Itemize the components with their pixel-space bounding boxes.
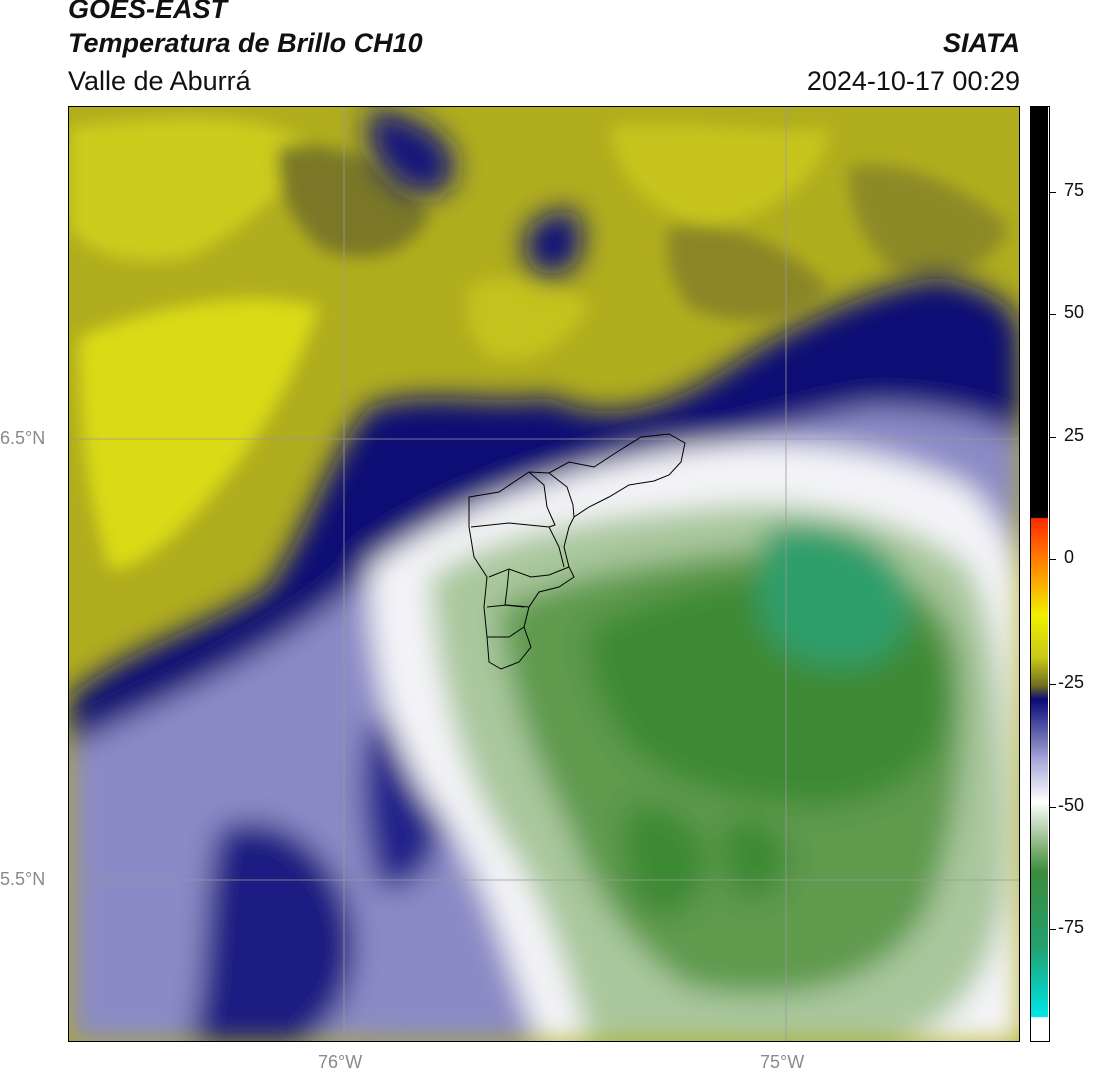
lat-label-6-5n: 6.5°N xyxy=(0,428,46,448)
brightness-temperature-map xyxy=(69,107,1019,1041)
temperature-colorbar xyxy=(1030,106,1050,1042)
cbar-label-neg25: -25 xyxy=(1058,672,1085,692)
lon-label-76w: 76°W xyxy=(318,1052,363,1072)
map-panel xyxy=(68,106,1020,1042)
cbar-tick-75 xyxy=(1050,192,1056,193)
lat-label-5-5n: 5.5°N xyxy=(0,869,46,889)
title-datetime: 2024-10-17 00:29 xyxy=(806,66,1020,96)
title-region: Valle de Aburrá xyxy=(68,66,251,96)
colorbar-gradient xyxy=(1031,107,1048,1040)
cbar-tick-neg75 xyxy=(1050,929,1056,930)
municipality-boundaries xyxy=(468,433,686,670)
lon-label-75w: 75°W xyxy=(760,1052,805,1072)
title-organization: SIATA xyxy=(943,28,1020,58)
cbar-tick-50 xyxy=(1050,314,1056,315)
title-satellite: GOES-EAST xyxy=(68,0,228,24)
cbar-tick-neg50 xyxy=(1050,807,1056,808)
cbar-label-neg75: -75 xyxy=(1058,917,1085,937)
cbar-label-neg50: -50 xyxy=(1058,795,1085,815)
cbar-label-50: 50 xyxy=(1064,302,1085,322)
cbar-label-0: 0 xyxy=(1064,547,1075,567)
cbar-label-25: 25 xyxy=(1064,425,1085,445)
cbar-tick-25 xyxy=(1050,437,1056,438)
grid-lines xyxy=(69,107,1019,1041)
title-product: Temperatura de Brillo CH10 xyxy=(68,28,423,58)
cbar-tick-neg25 xyxy=(1050,684,1056,685)
cbar-tick-0 xyxy=(1050,559,1056,560)
cbar-label-75: 75 xyxy=(1064,180,1085,200)
